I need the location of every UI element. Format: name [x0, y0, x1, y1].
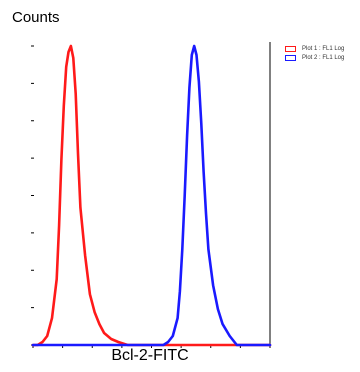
- legend-swatch-1: [285, 45, 296, 52]
- y-axis-label: Counts: [12, 9, 60, 26]
- legend-swatch-2: [285, 54, 296, 61]
- series-line-1: [31, 44, 272, 347]
- legend-item-1: Plot 1 : FL1 Log: [285, 44, 360, 53]
- legend-label-1: Plot 1 : FL1 Log: [302, 45, 345, 52]
- plot-area: [31, 44, 272, 347]
- x-axis-label: Bcl-2-FITC: [111, 347, 189, 364]
- legend-label-2: Plot 2 : FL1 Log: [302, 54, 345, 61]
- series-line-2: [31, 44, 272, 347]
- legend-item-2: Plot 2 : FL1 Log: [285, 53, 360, 62]
- legend: Plot 1 : FL1 Log Plot 2 : FL1 Log: [285, 44, 360, 62]
- y-axis: [31, 42, 271, 346]
